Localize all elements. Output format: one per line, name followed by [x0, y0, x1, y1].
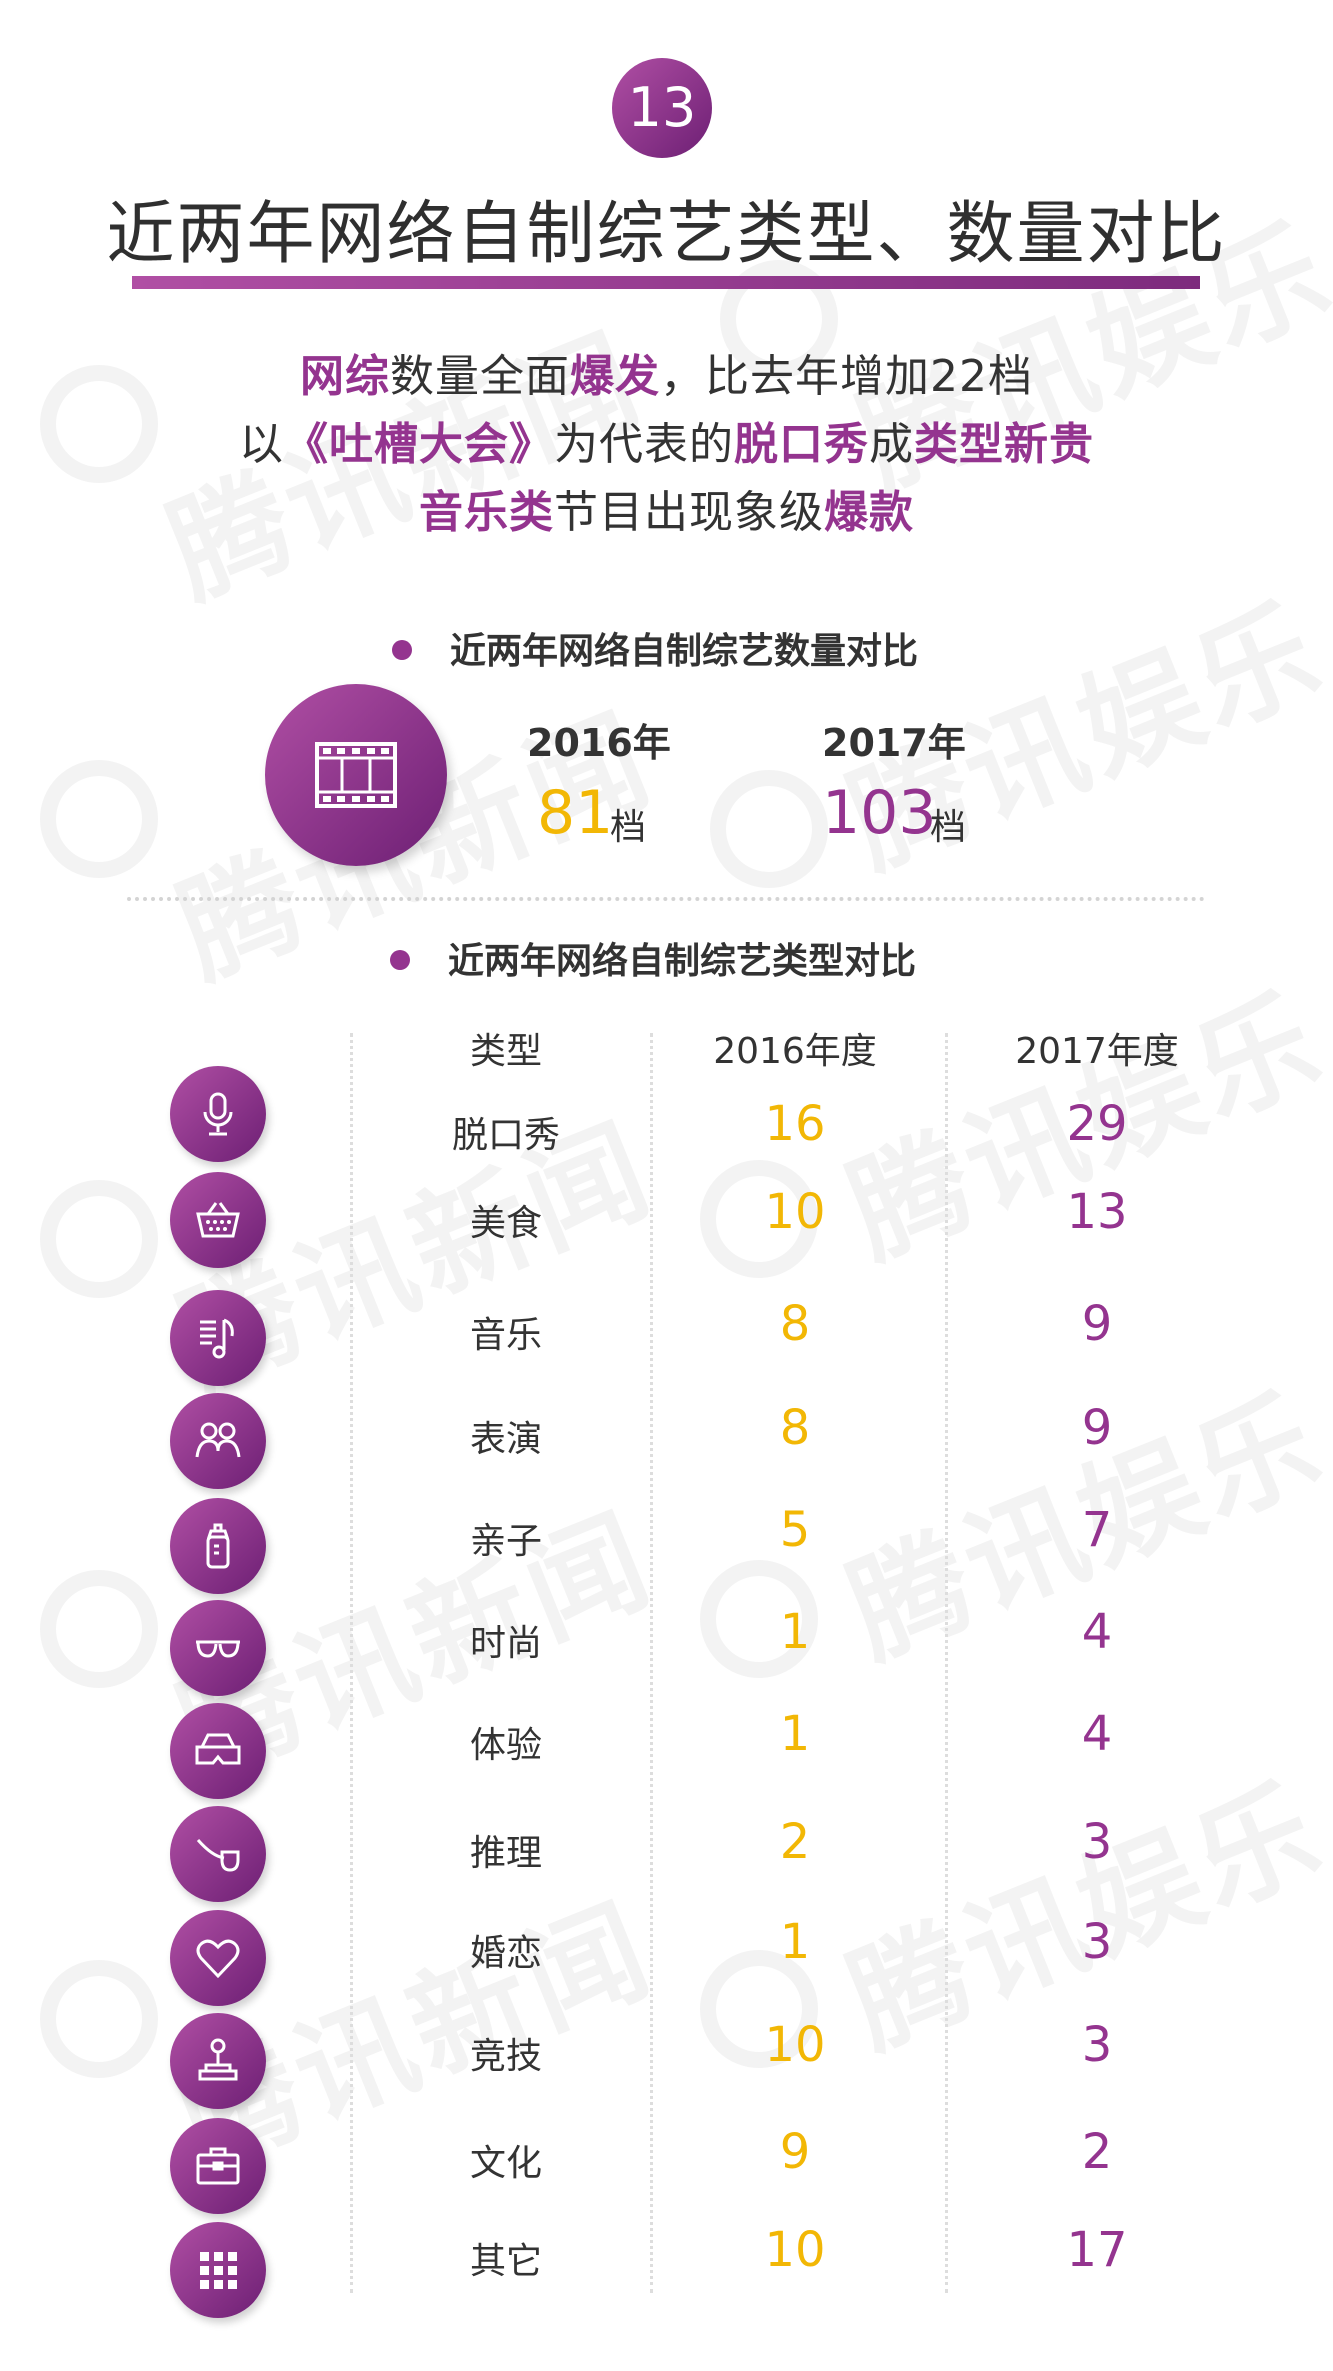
value-2017: 9	[1081, 1296, 1113, 1352]
film-icon	[265, 684, 447, 866]
sunglasses-icon	[170, 1600, 266, 1696]
category-label: 美食	[469, 1203, 542, 1244]
value-2016: 2	[779, 1814, 811, 1870]
value-2016: 10	[764, 1184, 826, 1240]
category-label: 婚恋	[469, 1933, 542, 1974]
value-2016: 1	[779, 1914, 811, 1970]
column-header-2017: 2017年度	[1015, 1031, 1179, 1072]
year-2017-label: 2017年	[822, 721, 966, 765]
value-2016: 16	[764, 1096, 826, 1152]
section-heading-type: 近两年网络自制综艺类型对比	[448, 941, 917, 982]
performers-icon	[170, 1393, 266, 1489]
joystick-icon	[170, 2013, 266, 2109]
value-2016: 1	[779, 1706, 811, 1762]
value-2016: 1	[779, 1604, 811, 1660]
value-2017: 4	[1081, 1706, 1113, 1762]
category-label: 文化	[469, 2143, 542, 2184]
pipe-icon	[170, 1806, 266, 1902]
value-2016: 8	[779, 1400, 811, 1456]
lead-line-3: 音乐类节目出现象级爆款	[419, 487, 914, 538]
category-label: 脱口秀	[451, 1115, 560, 1156]
category-label: 表演	[469, 1419, 542, 1460]
value-2016: 10	[764, 2017, 826, 2073]
section-bullet	[390, 950, 410, 970]
category-label: 体验	[469, 1725, 542, 1766]
column-divider	[650, 1033, 653, 2293]
section-heading-count: 近两年网络自制综艺数量对比	[450, 631, 919, 672]
category-label: 音乐	[469, 1315, 542, 1356]
value-2016: 9	[779, 2124, 811, 2180]
value-2016: 10	[764, 2222, 826, 2278]
value-2017: 9	[1081, 1400, 1113, 1456]
grid-icon	[170, 2222, 266, 2318]
column-divider	[945, 1033, 948, 2293]
value-2017: 17	[1066, 2222, 1128, 2278]
briefcase-icon	[170, 2118, 266, 2214]
music-note-icon	[170, 1290, 266, 1386]
baby-bottle-icon	[170, 1498, 266, 1594]
value-2016: 5	[779, 1502, 811, 1558]
column-divider	[350, 1033, 353, 2293]
value-2017: 3	[1081, 1814, 1113, 1870]
heart-icon	[170, 1910, 266, 2006]
column-header-2016: 2016年度	[713, 1031, 877, 1072]
category-label: 竞技	[469, 2036, 542, 2077]
count-2017-value: 103	[822, 778, 937, 848]
year-2016-label: 2016年	[527, 721, 671, 765]
category-label: 时尚	[469, 1623, 542, 1664]
page-title: 近两年网络自制综艺类型、数量对比	[106, 195, 1227, 274]
section-divider	[127, 897, 1205, 901]
section-bullet	[392, 640, 412, 660]
value-2017: 7	[1081, 1502, 1113, 1558]
count-2016-value: 81	[537, 778, 614, 848]
value-2016: 8	[779, 1296, 811, 1352]
value-2017: 3	[1081, 2017, 1113, 2073]
category-label: 推理	[469, 1833, 542, 1874]
vr-goggles-icon	[170, 1703, 266, 1799]
page-number-badge: 13	[612, 58, 712, 158]
column-header-type: 类型	[469, 1031, 542, 1072]
lead-line-1: 网综数量全面爆发，比去年增加22档	[300, 351, 1033, 402]
value-2017: 2	[1081, 2124, 1113, 2180]
value-2017: 4	[1081, 1604, 1113, 1660]
category-label: 其它	[469, 2241, 542, 2282]
value-2017: 13	[1066, 1184, 1128, 1240]
value-2017: 29	[1066, 1096, 1128, 1152]
category-label: 亲子	[469, 1521, 542, 1562]
count-2017-unit: 档	[930, 807, 967, 848]
microphone-icon	[170, 1066, 266, 1162]
basket-icon	[170, 1172, 266, 1268]
value-2017: 3	[1081, 1914, 1113, 1970]
lead-line-2: 以《吐槽大会》为代表的脱口秀成类型新贵	[239, 419, 1094, 470]
count-2016-unit: 档	[610, 807, 647, 848]
title-underline	[132, 276, 1200, 289]
